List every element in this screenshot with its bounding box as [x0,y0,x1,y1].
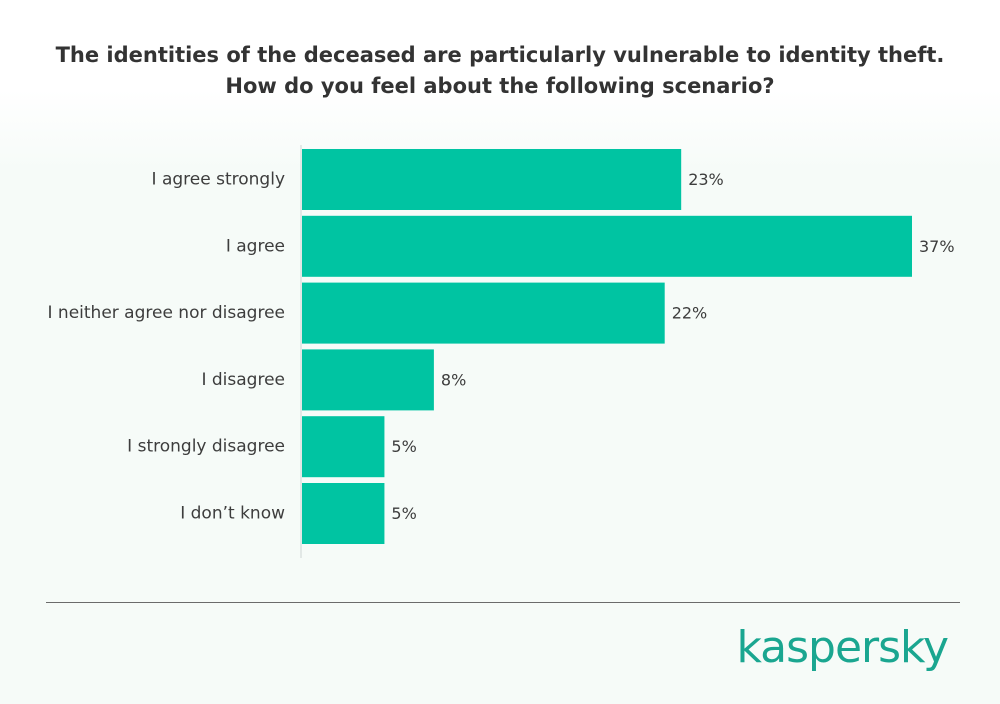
bar-3 [302,349,434,411]
category-label-2: I neither agree nor disagree [48,303,286,323]
value-label-3: 8% [441,370,466,389]
bar-1 [302,215,912,277]
chart-title-line-2: How do you feel about the following scen… [225,74,775,98]
value-label-0: 23% [688,170,724,189]
kaspersky-logo: kaspersky [736,622,949,673]
chart-title: The identities of the deceased are parti… [0,40,1000,102]
value-label-5: 5% [391,504,416,523]
category-label-3: I disagree [201,370,285,390]
value-label-2: 22% [672,304,708,323]
category-label-0: I agree strongly [152,170,285,190]
category-label-5: I don’t know [180,504,285,524]
category-label-4: I strongly disagree [127,437,285,457]
value-label-4: 5% [391,437,416,456]
category-label-1: I agree [226,236,285,256]
bar-4 [302,416,385,478]
footer-divider [46,602,960,603]
value-label-1: 37% [919,237,955,256]
chart-title-line-1: The identities of the deceased are parti… [55,43,945,67]
bar-5 [302,483,385,544]
bar-2 [302,282,665,344]
bar-0 [302,149,682,210]
